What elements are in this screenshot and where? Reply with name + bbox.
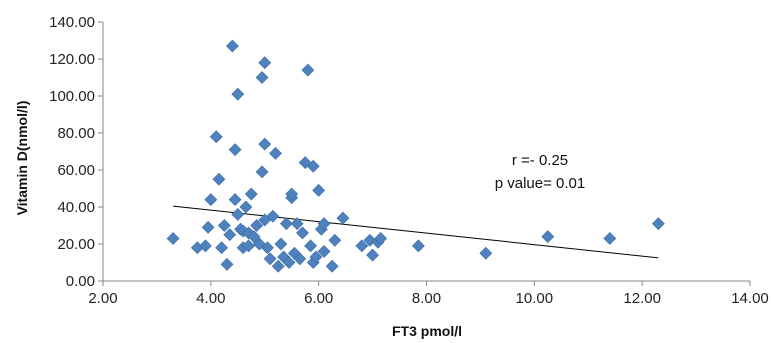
data-point bbox=[301, 63, 315, 77]
data-point bbox=[279, 217, 293, 231]
data-point bbox=[325, 259, 339, 273]
x-tick-label: 10.00 bbox=[516, 290, 554, 307]
x-tick-label: 4.00 bbox=[196, 290, 225, 307]
data-point bbox=[255, 71, 269, 84]
trendline-line bbox=[173, 205, 659, 259]
data-point bbox=[293, 252, 307, 266]
y-tick-label: 60.00 bbox=[57, 162, 95, 179]
data-point bbox=[228, 193, 242, 207]
x-tick-label: 12.00 bbox=[623, 290, 661, 307]
data-point bbox=[255, 165, 269, 179]
data-point bbox=[285, 187, 299, 201]
y-tick-label: 0.00 bbox=[66, 273, 95, 290]
data-point bbox=[355, 239, 369, 253]
y-tick-label: 40.00 bbox=[57, 199, 95, 216]
data-point bbox=[244, 187, 258, 201]
data-point bbox=[304, 239, 318, 253]
data-point bbox=[309, 250, 323, 264]
data-point bbox=[282, 256, 296, 269]
data-point bbox=[317, 217, 331, 231]
y-tick-label: 140.00 bbox=[49, 14, 95, 31]
y-tick-label: 80.00 bbox=[57, 125, 95, 142]
data-point bbox=[290, 217, 304, 231]
y-tick-label: 100.00 bbox=[49, 88, 95, 105]
data-point bbox=[212, 172, 226, 186]
data-point bbox=[242, 239, 255, 253]
data-point bbox=[217, 219, 231, 232]
data-point bbox=[223, 228, 237, 242]
data-point bbox=[258, 56, 272, 70]
data-point bbox=[603, 232, 617, 245]
data-point bbox=[231, 87, 245, 101]
data-point bbox=[651, 217, 665, 231]
data-point bbox=[261, 241, 274, 255]
x-tick-label: 8.00 bbox=[412, 290, 441, 307]
data-point bbox=[328, 233, 342, 247]
data-point bbox=[263, 252, 277, 266]
annotation-r-value: r =- 0.25 bbox=[512, 152, 568, 169]
data-point bbox=[250, 219, 264, 232]
data-point bbox=[306, 159, 320, 173]
data-point bbox=[239, 200, 253, 214]
data-point bbox=[201, 220, 215, 234]
data-point bbox=[228, 143, 242, 157]
x-tick-label: 2.00 bbox=[88, 290, 117, 307]
data-point bbox=[258, 137, 272, 151]
data-point bbox=[225, 39, 239, 53]
x-tick-label: 6.00 bbox=[304, 290, 333, 307]
x-axis-ticks: 2.00 4.00 6.00 8.00 10.00 12.00 14.00 bbox=[88, 281, 769, 307]
annotation-p-value: p value= 0.01 bbox=[495, 175, 586, 192]
data-point bbox=[296, 226, 309, 240]
data-point bbox=[231, 207, 245, 221]
data-point bbox=[479, 246, 493, 260]
y-axis-ticks: 0.00 20.00 40.00 60.00 80.00 100.00 120.00 140.… bbox=[49, 14, 103, 290]
data-point bbox=[541, 230, 555, 244]
data-point bbox=[204, 193, 218, 207]
y-tick-label: 20.00 bbox=[57, 236, 95, 253]
data-point bbox=[209, 130, 223, 144]
data-points bbox=[166, 39, 665, 273]
y-tick-label: 120.00 bbox=[49, 51, 95, 68]
data-point bbox=[199, 239, 212, 253]
y-axis-title: Vitamin D(nmol/l) bbox=[14, 101, 30, 216]
data-point bbox=[269, 146, 282, 160]
data-point bbox=[166, 232, 180, 245]
data-point bbox=[271, 259, 285, 273]
data-point bbox=[317, 244, 331, 258]
data-point bbox=[312, 183, 326, 197]
data-point bbox=[274, 237, 288, 251]
data-point bbox=[247, 230, 261, 244]
trendline bbox=[173, 205, 659, 259]
data-point bbox=[411, 239, 425, 253]
axes bbox=[102, 22, 750, 282]
data-point bbox=[266, 209, 280, 223]
data-point bbox=[366, 248, 380, 262]
x-axis-title: FT3 pmol/l bbox=[392, 323, 462, 339]
data-point bbox=[220, 257, 234, 271]
x-tick-label: 14.00 bbox=[731, 290, 769, 307]
data-point bbox=[215, 241, 229, 255]
data-point bbox=[374, 232, 388, 245]
data-point bbox=[336, 211, 350, 225]
